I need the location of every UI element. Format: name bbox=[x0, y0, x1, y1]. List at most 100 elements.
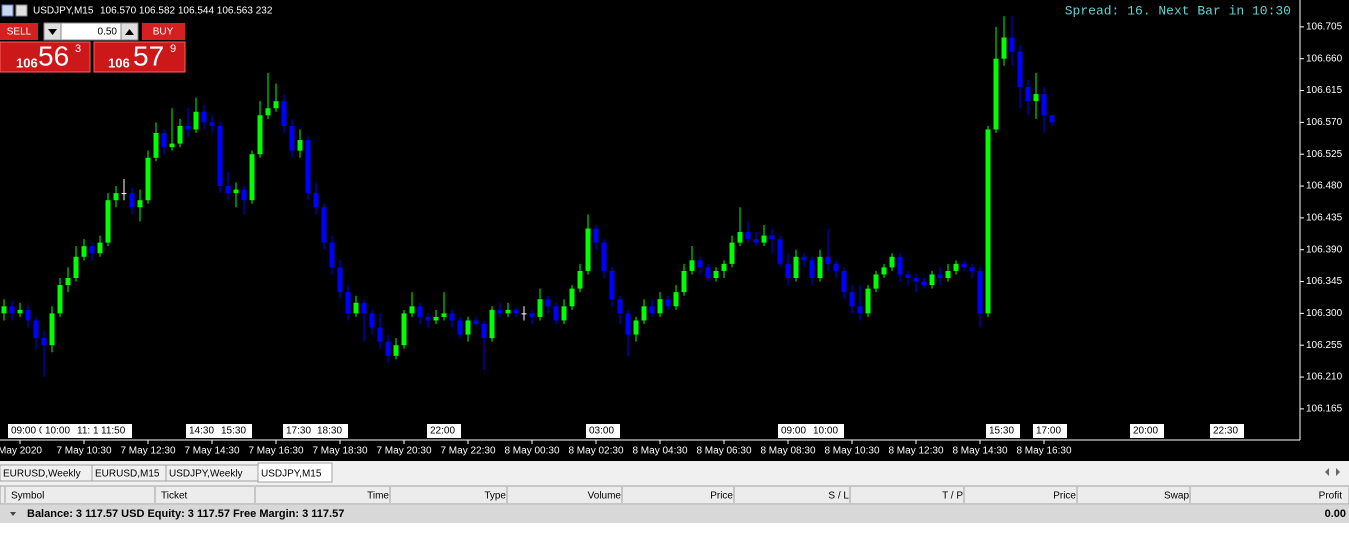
candle-body bbox=[345, 292, 351, 314]
candle-body bbox=[833, 263, 839, 271]
line-label: 17:30 bbox=[286, 426, 311, 437]
scroll-right[interactable] bbox=[1336, 468, 1340, 476]
scroll-left[interactable] bbox=[1325, 468, 1329, 476]
candle-body bbox=[609, 270, 615, 300]
bid-pips: 56 bbox=[38, 40, 69, 71]
tab-label: EURUSD,M15 bbox=[95, 469, 160, 480]
line-label-box bbox=[427, 424, 461, 438]
candle-body bbox=[137, 200, 143, 208]
x-tick-label: 8 May 06:30 bbox=[696, 446, 751, 457]
y-tick-label: 106.570 bbox=[1306, 117, 1343, 128]
line-label-box bbox=[218, 424, 252, 438]
bid-point: 3 bbox=[75, 43, 81, 55]
column-header: S / L bbox=[828, 491, 849, 502]
balance-toggle[interactable] bbox=[10, 512, 16, 516]
candle-body bbox=[569, 288, 575, 307]
line-label: 1 bbox=[93, 426, 99, 437]
candle-body bbox=[81, 246, 87, 257]
candle-body bbox=[369, 313, 375, 328]
candle-body bbox=[113, 193, 119, 201]
column-header: Type bbox=[484, 491, 506, 502]
x-tick-label: 7 May 12:30 bbox=[120, 446, 175, 457]
x-tick-label: 8 May 02:30 bbox=[568, 446, 623, 457]
candle-body bbox=[1033, 94, 1039, 102]
x-tick-label: 7 May 20:30 bbox=[376, 446, 431, 457]
line-label-box bbox=[90, 424, 102, 438]
candle-body bbox=[953, 263, 959, 271]
candle-body bbox=[409, 306, 415, 314]
candle-body bbox=[337, 267, 343, 293]
column-header: Ticket bbox=[161, 491, 188, 502]
candle-body bbox=[1017, 51, 1023, 88]
y-tick-label: 106.210 bbox=[1306, 372, 1343, 383]
candle-body bbox=[985, 129, 991, 314]
line-label-box bbox=[98, 424, 132, 438]
candle-body bbox=[225, 186, 231, 194]
candle-body bbox=[873, 274, 879, 289]
y-tick-label: 106.525 bbox=[1306, 149, 1343, 160]
candle-body bbox=[761, 235, 767, 243]
candle-body bbox=[889, 256, 895, 268]
candle-body bbox=[329, 242, 335, 268]
line-label-box bbox=[778, 424, 812, 438]
ohlc-info: 106.570 106.582 106.544 106.563 232 bbox=[100, 6, 273, 17]
line-label: 10:00 bbox=[813, 426, 838, 437]
candle-body bbox=[217, 125, 223, 187]
tab-label: EURUSD,Weekly bbox=[3, 469, 81, 480]
x-tick-label: May 2020 bbox=[0, 446, 42, 457]
candle-body bbox=[505, 309, 511, 314]
y-tick-label: 106.255 bbox=[1306, 340, 1343, 351]
buy-label: BUY bbox=[153, 27, 174, 38]
candle-body bbox=[601, 242, 607, 271]
line-label-box bbox=[1210, 424, 1244, 438]
candle-body bbox=[921, 281, 927, 286]
candle-body bbox=[9, 306, 15, 314]
candle-body bbox=[817, 256, 823, 279]
candle-body bbox=[489, 309, 495, 339]
y-tick-label: 106.390 bbox=[1306, 244, 1343, 255]
candle-body bbox=[961, 263, 967, 268]
candle-body bbox=[1049, 115, 1055, 123]
candle-body bbox=[593, 228, 599, 243]
candle-body bbox=[753, 239, 759, 243]
candle-body bbox=[385, 341, 391, 356]
candle-body bbox=[465, 320, 471, 335]
sell-label: SELL bbox=[7, 27, 32, 38]
candle-body bbox=[89, 246, 95, 254]
sell-button[interactable] bbox=[0, 23, 38, 40]
line-label: 11: bbox=[77, 426, 90, 437]
ask-box[interactable] bbox=[93, 41, 186, 73]
candle-body bbox=[481, 323, 487, 339]
candle-body bbox=[857, 306, 863, 314]
candle-body bbox=[497, 309, 503, 314]
column-header: Time bbox=[367, 491, 389, 502]
candle-body bbox=[353, 302, 359, 314]
x-tick-label: 8 May 08:30 bbox=[760, 446, 815, 457]
candle-body bbox=[809, 260, 815, 279]
line-label-box bbox=[1130, 424, 1164, 438]
candle-body bbox=[393, 345, 399, 356]
candle-body bbox=[161, 132, 167, 148]
candle-body bbox=[689, 260, 695, 271]
x-tick-label: 8 May 14:30 bbox=[952, 446, 1007, 457]
column-header: Price bbox=[710, 491, 733, 502]
candle-body bbox=[361, 302, 367, 314]
column-header: Profit bbox=[1319, 491, 1343, 502]
candle-body bbox=[641, 306, 647, 321]
line-label-box bbox=[586, 424, 620, 438]
x-tick-label: 7 May 16:30 bbox=[248, 446, 303, 457]
bid-box[interactable] bbox=[0, 41, 91, 73]
candle-body bbox=[617, 299, 623, 314]
terminal-body bbox=[0, 523, 1349, 546]
buy-button[interactable] bbox=[142, 23, 185, 40]
candle-body bbox=[673, 292, 679, 307]
candle-body bbox=[625, 313, 631, 335]
candle-body bbox=[33, 320, 39, 339]
candle-body bbox=[721, 263, 727, 271]
candle-body bbox=[241, 189, 247, 201]
candle-body bbox=[697, 260, 703, 268]
column-header: Swap bbox=[1164, 491, 1189, 502]
tab[interactable] bbox=[257, 462, 333, 483]
candle-body bbox=[1025, 87, 1031, 102]
candle-body bbox=[201, 111, 207, 123]
